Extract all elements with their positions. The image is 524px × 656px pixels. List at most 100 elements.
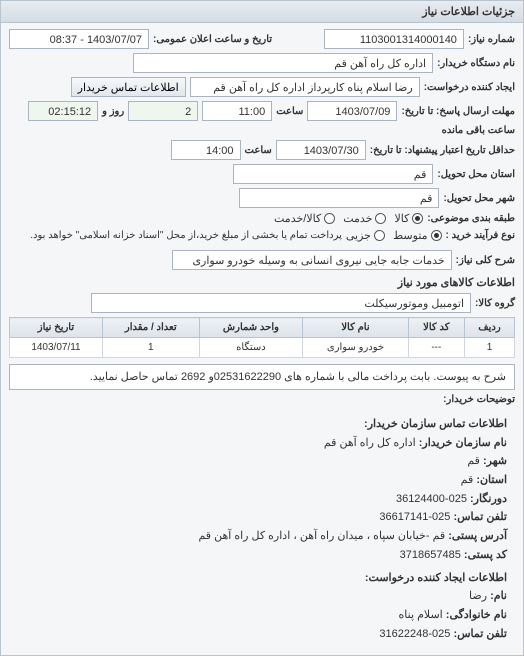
th-qty: تعداد / مقدار bbox=[102, 318, 199, 338]
deliver-province-field: قم bbox=[233, 164, 433, 184]
th-unit: واحد شمارش bbox=[199, 318, 303, 338]
announce-label: تاریخ و ساعت اعلان عمومی: bbox=[153, 34, 272, 45]
row-subject-type: طبقه بندی موضوعی: کالا خدمت کالا/خدمت bbox=[9, 212, 515, 225]
contact-fname-label: نام: bbox=[490, 590, 507, 602]
contact-fax-label: دورنگار: bbox=[470, 493, 507, 505]
contact-province-label: استان: bbox=[476, 474, 507, 486]
contact-cphone-val: 025-31622248 bbox=[379, 628, 450, 640]
panel-title: جزئیات اطلاعات نیاز bbox=[1, 1, 523, 23]
deliver-city-label: شهر محل تحویل: bbox=[443, 193, 515, 204]
row-validity: حداقل تاریخ اعتبار پیشنهاد: تا تاریخ: 14… bbox=[9, 140, 515, 160]
contact-lname-val: اسلام پناه bbox=[399, 609, 443, 621]
goods-table: ردیف کد کالا نام کالا واحد شمارش تعداد /… bbox=[9, 317, 515, 358]
reply-deadline-label: مهلت ارسال پاسخ: تا تاریخ: bbox=[401, 106, 515, 117]
td-name: خودرو سواری bbox=[303, 338, 408, 358]
contact-postal-val: 3718657485 bbox=[400, 549, 461, 561]
radio-minor[interactable]: جزیی bbox=[346, 229, 385, 242]
remain-days-label: روز و bbox=[102, 106, 124, 117]
remain-days-field: 2 bbox=[128, 101, 198, 121]
creator-field: رضا اسلام پناه کارپرداز اداره کل راه آهن… bbox=[190, 77, 420, 97]
creator-contact-title: اطلاعات ایجاد کننده درخواست: bbox=[17, 569, 507, 588]
row-purchase-type: نوع فرآیند خرید : متوسط جزیی پرداخت تمام… bbox=[9, 229, 515, 242]
radio-medium[interactable]: متوسط bbox=[393, 229, 442, 242]
radio-minor-label: جزیی bbox=[346, 229, 371, 242]
radio-service[interactable]: خدمت bbox=[343, 212, 386, 225]
table-row: 1 --- خودرو سواری دستگاه 1 1403/07/11 bbox=[10, 338, 515, 358]
contact-fname: نام: رضا bbox=[17, 587, 507, 606]
contact-cphone: تلفن تماس: 025-31622248 bbox=[17, 625, 507, 644]
purchase-type-radios: متوسط جزیی bbox=[346, 229, 442, 242]
contact-address-label: آدرس پستی: bbox=[448, 530, 507, 542]
contact-city-label: شهر: bbox=[483, 455, 507, 467]
contact-fname-val: رضا bbox=[469, 590, 487, 602]
contact-postal: کد پستی: 3718657485 bbox=[17, 546, 507, 565]
remain-time-field: 02:15:12 bbox=[28, 101, 98, 121]
purchase-note: پرداخت تمام یا بخشی از مبلغ خرید،از محل … bbox=[30, 230, 342, 241]
validity-label: حداقل تاریخ اعتبار پیشنهاد: تا تاریخ: bbox=[370, 145, 515, 156]
radio-both-label: کالا/خدمت bbox=[274, 212, 321, 225]
buyer-org-label: نام دستگاه خریدار: bbox=[437, 58, 515, 69]
row-goods-group: گروه کالا: اتومبیل وموتورسیکلت bbox=[9, 293, 515, 313]
row-creator: ایجاد کننده درخواست: رضا اسلام پناه کارپ… bbox=[9, 77, 515, 97]
radio-icon bbox=[375, 213, 386, 224]
radio-icon bbox=[324, 213, 335, 224]
deliver-province-label: استان محل تحویل: bbox=[437, 169, 515, 180]
time-label-2: ساعت bbox=[245, 145, 272, 156]
row-deliver-province: استان محل تحویل: قم bbox=[9, 164, 515, 184]
contact-lname: نام خانوادگی: اسلام پناه bbox=[17, 606, 507, 625]
remain-time-label: ساعت باقی مانده bbox=[442, 125, 515, 136]
buyer-contact-button[interactable]: اطلاعات تماس خریدار bbox=[71, 77, 186, 97]
row-note: شرح به پیوست. بابت پرداخت مالی با شماره … bbox=[9, 364, 515, 390]
creator-label: ایجاد کننده درخواست: bbox=[424, 82, 515, 93]
contact-org-val: اداره کل راه آهن قم bbox=[324, 437, 416, 449]
td-code: --- bbox=[408, 338, 464, 358]
main-desc-label: شرح کلی نیاز: bbox=[456, 255, 515, 266]
contact-phone-val: 025-36617141 bbox=[379, 511, 450, 523]
radio-goods[interactable]: کالا bbox=[394, 212, 423, 225]
contact-org: نام سازمان خریدار: اداره کل راه آهن قم bbox=[17, 434, 507, 453]
radio-icon bbox=[431, 230, 442, 241]
radio-service-label: خدمت bbox=[343, 212, 372, 225]
contact-phone: تلفن تماس: 025-36617141 bbox=[17, 508, 507, 527]
td-unit: دستگاه bbox=[199, 338, 303, 358]
radio-icon bbox=[412, 213, 423, 224]
buyer-org-field: اداره کل راه آهن قم bbox=[133, 53, 433, 73]
row-buyer-org: نام دستگاه خریدار: اداره کل راه آهن قم bbox=[9, 53, 515, 73]
radio-both[interactable]: کالا/خدمت bbox=[274, 212, 335, 225]
contact-province-val: قم bbox=[461, 474, 474, 486]
note-field: شرح به پیوست. بابت پرداخت مالی با شماره … bbox=[9, 364, 515, 390]
validity-date-field: 1403/07/30 bbox=[276, 140, 366, 160]
contact-fax: دورنگار: 025-36124400 bbox=[17, 490, 507, 509]
goods-group-field: اتومبیل وموتورسیکلت bbox=[91, 293, 471, 313]
reply-date-field: 1403/07/09 bbox=[307, 101, 397, 121]
table-header-row: ردیف کد کالا نام کالا واحد شمارش تعداد /… bbox=[10, 318, 515, 338]
row-buyer-notes: توضیحات خریدار: bbox=[9, 394, 515, 405]
contact-address-val: قم -خیابان سپاه ، میدان راه آهن ، اداره … bbox=[198, 530, 445, 542]
goods-group-label: گروه کالا: bbox=[475, 298, 515, 309]
contact-lname-label: نام خانوادگی: bbox=[446, 609, 507, 621]
subject-type-radios: کالا خدمت کالا/خدمت bbox=[274, 212, 423, 225]
td-date: 1403/07/11 bbox=[10, 338, 103, 358]
details-panel: جزئیات اطلاعات نیاز شماره نیاز: 11030013… bbox=[0, 0, 524, 656]
th-name: نام کالا bbox=[303, 318, 408, 338]
contact-block: اطلاعات تماس سازمان خریدار: نام سازمان خ… bbox=[9, 409, 515, 649]
row-main-desc: شرح کلی نیاز: خدمات جابه جایی نیروی انسا… bbox=[9, 250, 515, 270]
row-need-no: شماره نیاز: 1103001314000140 تاریخ و ساع… bbox=[9, 29, 515, 49]
announce-field: 1403/07/07 - 08:37 bbox=[9, 29, 149, 49]
contact-phone-label: تلفن تماس: bbox=[453, 511, 507, 523]
row-reply-deadline: مهلت ارسال پاسخ: تا تاریخ: 1403/07/09 سا… bbox=[9, 101, 515, 136]
purchase-type-label: نوع فرآیند خرید : bbox=[446, 230, 515, 241]
contact-province: استان: قم bbox=[17, 471, 507, 490]
th-row: ردیف bbox=[464, 318, 514, 338]
buyer-notes-label: توضیحات خریدار: bbox=[443, 394, 515, 405]
row-deliver-city: شهر محل تحویل: قم bbox=[9, 188, 515, 208]
radio-icon bbox=[374, 230, 385, 241]
panel-body: شماره نیاز: 1103001314000140 تاریخ و ساع… bbox=[1, 23, 523, 655]
radio-medium-label: متوسط bbox=[393, 229, 428, 242]
subject-type-label: طبقه بندی موضوعی: bbox=[427, 213, 515, 224]
time-label-1: ساعت bbox=[276, 106, 303, 117]
contact-title: اطلاعات تماس سازمان خریدار: bbox=[17, 415, 507, 434]
th-code: کد کالا bbox=[408, 318, 464, 338]
reply-time-field: 11:00 bbox=[202, 101, 272, 121]
contact-org-label: نام سازمان خریدار: bbox=[419, 437, 507, 449]
